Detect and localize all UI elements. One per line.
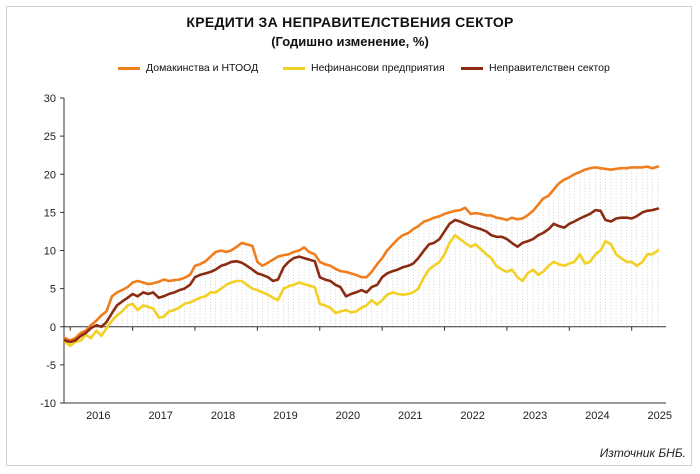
y-tick-label: 30 bbox=[44, 93, 56, 105]
legend-swatch-nonfinancial bbox=[283, 66, 305, 70]
source-note: Източник БНБ. bbox=[599, 446, 686, 460]
x-tick-label: 2023 bbox=[523, 410, 547, 422]
legend-item-households: Домакинства и НТООД bbox=[118, 62, 258, 74]
series-line-nonfinancial bbox=[63, 234, 660, 348]
y-tick-label: 25 bbox=[44, 131, 56, 143]
legend-label-nonfinancial: Нефинансови предприятия bbox=[311, 62, 445, 74]
legend-label-nongovernment: Неправителствен сектор bbox=[489, 62, 610, 74]
x-tick-label: 2018 bbox=[211, 410, 235, 422]
y-tick-label: -10 bbox=[40, 398, 56, 410]
legend-item-nonfinancial: Нефинансови предприятия bbox=[283, 62, 445, 74]
y-tick-label: 20 bbox=[44, 169, 56, 181]
x-tick-label: 2024 bbox=[585, 410, 609, 422]
y-tick-label: 10 bbox=[44, 246, 56, 258]
x-tick-label: 2019 bbox=[273, 410, 297, 422]
legend-label-households: Домакинства и НТООД bbox=[146, 62, 259, 74]
series-line-households bbox=[63, 165, 660, 342]
chart-title: КРЕДИТИ ЗА НЕПРАВИТЕЛСТВЕНИЯ СЕКТОР bbox=[186, 14, 514, 30]
y-tick-label: -5 bbox=[46, 360, 56, 372]
y-tick-label: 0 bbox=[50, 322, 56, 334]
x-tick-label: 2020 bbox=[336, 410, 360, 422]
chart-frame bbox=[6, 6, 692, 466]
chart-subtitle: (Годишно изменение, %) bbox=[271, 34, 429, 49]
series-line-nongovernment bbox=[63, 207, 660, 344]
legend-swatch-nongovernment bbox=[461, 66, 483, 70]
x-tick-label: 2016 bbox=[86, 410, 110, 422]
x-tick-label: 2025 bbox=[648, 410, 672, 422]
x-tick-label: 2017 bbox=[148, 410, 172, 422]
chart-legend: Домакинства и НТООД Нефинансови предприя… bbox=[0, 62, 700, 80]
legend-swatch-households bbox=[118, 66, 140, 70]
x-tick-label: 2022 bbox=[460, 410, 484, 422]
y-tick-label: 15 bbox=[44, 207, 56, 219]
legend-item-nongovernment: Неправителствен сектор bbox=[461, 62, 610, 74]
y-tick-label: 5 bbox=[50, 284, 56, 296]
x-tick-label: 2021 bbox=[398, 410, 422, 422]
